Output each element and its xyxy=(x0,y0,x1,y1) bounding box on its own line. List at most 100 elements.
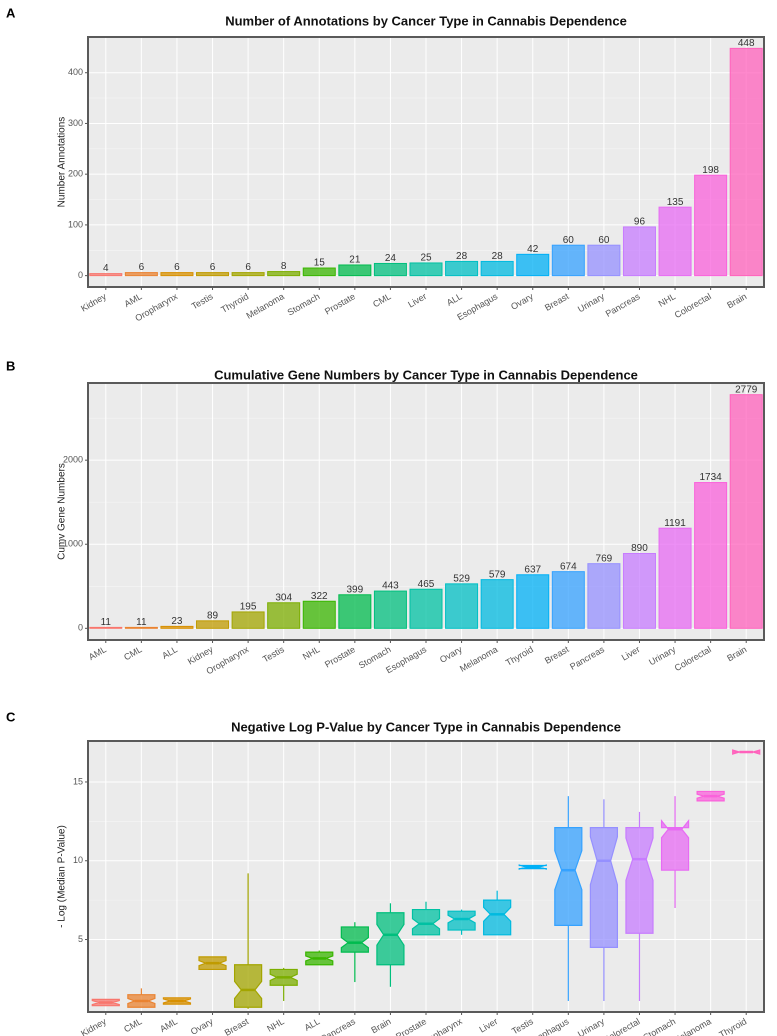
y-tick-label: 2000 xyxy=(63,455,83,465)
x-tick-label: AML xyxy=(158,1016,179,1034)
x-tick-label: Testis xyxy=(190,291,215,311)
x-tick-label: Urinary xyxy=(576,1016,607,1036)
bar xyxy=(658,206,692,277)
panel-border xyxy=(87,740,765,1013)
x-tick-label: CML xyxy=(122,1016,143,1034)
value-label: 1191 xyxy=(664,518,686,529)
box xyxy=(483,899,512,936)
bar xyxy=(89,273,123,277)
value-label: 6 xyxy=(174,262,180,273)
value-label: 1734 xyxy=(700,472,723,483)
x-tick-label: Thyroid xyxy=(504,644,535,668)
x-tick-label: Urinary xyxy=(576,291,607,314)
y-tick-label: 10 xyxy=(73,855,83,865)
value-label: 11 xyxy=(136,617,147,628)
x-tick-label: ALL xyxy=(303,1016,322,1033)
value-label: 23 xyxy=(171,616,183,627)
x-tick-label: Brain xyxy=(725,291,748,310)
value-label: 198 xyxy=(702,165,719,176)
y-tick-label: 400 xyxy=(68,67,83,77)
y-tick-label: 0 xyxy=(78,623,83,633)
x-tick-label: Colorectal xyxy=(602,1016,642,1036)
x-tick-label: Kidney xyxy=(79,291,108,314)
value-label: 465 xyxy=(418,579,435,590)
value-label: 8 xyxy=(281,261,287,272)
x-tick-label: Esophagus xyxy=(526,1016,570,1036)
box xyxy=(625,827,654,934)
bar xyxy=(160,272,194,277)
bar xyxy=(124,272,158,277)
bar xyxy=(729,394,763,629)
bar xyxy=(551,244,585,277)
value-label: 21 xyxy=(349,255,361,266)
value-label: 15 xyxy=(314,258,326,269)
x-tick-label: AML xyxy=(123,291,144,309)
value-label: 24 xyxy=(385,253,397,264)
x-tick-label: NHL xyxy=(657,291,678,309)
bar xyxy=(373,590,407,629)
bar xyxy=(622,552,656,629)
y-axis-label: Number Annotations xyxy=(57,117,68,208)
value-label: 529 xyxy=(453,573,470,584)
x-tick-label: CML xyxy=(122,644,143,662)
x-tick-label: Ovary xyxy=(189,1016,215,1036)
x-tick-label: Pancreas xyxy=(604,291,642,319)
box xyxy=(411,908,441,936)
bar xyxy=(373,262,407,277)
y-tick-label: 5 xyxy=(78,934,83,944)
x-tick-label: Testis xyxy=(261,644,286,664)
value-label: 6 xyxy=(139,262,145,273)
value-label: 6 xyxy=(245,262,251,273)
bar xyxy=(89,626,123,629)
y-tick-label: 200 xyxy=(68,169,83,179)
x-tick-label: AML xyxy=(87,644,108,662)
value-label: 60 xyxy=(598,235,610,246)
value-label: 11 xyxy=(101,617,112,628)
value-label: 4 xyxy=(103,263,109,274)
bar xyxy=(267,602,301,629)
bar xyxy=(196,620,230,629)
value-label: 674 xyxy=(560,561,577,572)
box xyxy=(340,926,369,953)
value-label: 890 xyxy=(631,543,648,554)
x-tick-label: Ovary xyxy=(438,644,464,665)
bar xyxy=(587,244,621,277)
panel-border xyxy=(87,36,765,288)
box xyxy=(376,912,405,966)
bar xyxy=(658,527,692,629)
value-label: 25 xyxy=(420,253,432,264)
y-tick-label: 300 xyxy=(68,118,83,128)
bar xyxy=(338,264,372,277)
chart-title: Negative Log P-Value by Cancer Type in C… xyxy=(231,719,621,734)
x-tick-label: Liver xyxy=(477,1016,499,1034)
value-label: 399 xyxy=(346,584,363,595)
bar xyxy=(409,588,443,629)
bar xyxy=(267,271,301,277)
bar xyxy=(694,174,728,277)
x-tick-label: Pancreas xyxy=(568,644,606,672)
bar xyxy=(302,600,336,629)
value-label: 89 xyxy=(207,610,219,621)
box xyxy=(589,827,619,949)
x-tick-label: Esophagus xyxy=(455,291,499,322)
value-label: 443 xyxy=(382,581,399,592)
panel-label: C xyxy=(6,709,16,724)
chart-title: Cumulative Gene Numbers by Cancer Type i… xyxy=(214,367,638,382)
x-tick-label: Prostate xyxy=(394,1016,428,1036)
x-tick-label: Melanoma xyxy=(244,291,285,321)
x-tick-label: Liver xyxy=(620,644,642,662)
x-tick-label: Kidney xyxy=(79,1016,108,1036)
x-tick-label: Prostate xyxy=(323,291,357,316)
x-tick-label: Pancreas xyxy=(319,1016,357,1036)
value-label: 28 xyxy=(492,251,504,262)
bar xyxy=(302,267,336,277)
value-label: 322 xyxy=(311,591,328,602)
value-label: 448 xyxy=(738,38,755,49)
y-tick-label: 100 xyxy=(68,219,83,229)
x-tick-label: Thyroid xyxy=(717,1016,748,1036)
y-axis-label: - Log (Median P-Value) xyxy=(57,825,68,928)
x-tick-label: Breast xyxy=(223,1016,251,1036)
box xyxy=(732,749,761,755)
bar xyxy=(694,482,728,629)
